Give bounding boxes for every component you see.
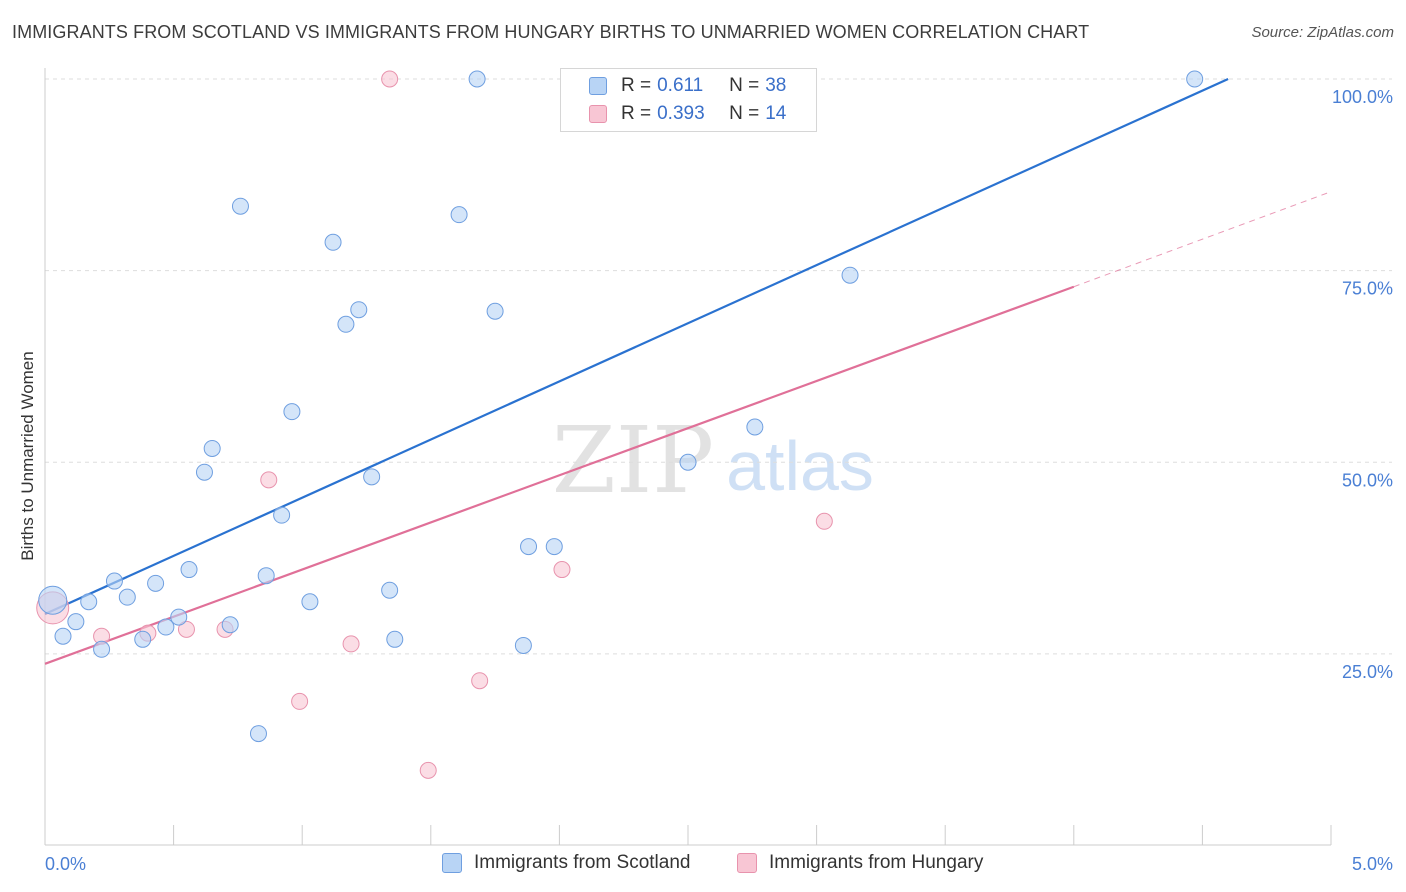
- data-point-scotland: [679, 453, 697, 471]
- series-legend-scotland: Immigrants from Scotland: [442, 852, 690, 874]
- series-legend: Immigrants from Scotland Immigrants from…: [0, 852, 1406, 878]
- data-point-hungary: [553, 561, 571, 579]
- data-point-scotland: [1186, 70, 1204, 88]
- trend-line-scotland: [44, 77, 1229, 616]
- tick-labels: 100.0% 75.0% 50.0% 25.0% 0.0% 5.0%: [45, 87, 1393, 874]
- data-point-scotland: [38, 585, 68, 615]
- data-point-scotland: [195, 463, 213, 481]
- gridlines: [45, 78, 1392, 655]
- y-tick-label: 25.0%: [1342, 662, 1393, 682]
- data-point-scotland: [514, 636, 532, 654]
- data-point-hungary: [815, 512, 833, 530]
- data-point-scotland: [273, 506, 291, 524]
- data-point-scotland: [54, 627, 72, 645]
- data-point-scotland: [67, 613, 85, 631]
- data-point-hungary: [342, 635, 360, 653]
- data-point-scotland: [134, 630, 152, 648]
- watermark: ZIP atlas: [552, 407, 874, 514]
- data-point-scotland: [93, 640, 111, 658]
- data-point-hungary: [419, 761, 437, 779]
- y-tick-label: 75.0%: [1342, 279, 1393, 299]
- legend-row-scotland: R = 0.611 N = 38: [561, 73, 786, 99]
- legend-r-label: R =: [621, 103, 652, 124]
- data-point-scotland: [520, 538, 538, 556]
- data-point-scotland: [301, 593, 319, 611]
- legend-r-value: 0.611: [657, 75, 704, 96]
- legend-swatch-scotland: [589, 77, 607, 95]
- source-credit: Source: ZipAtlas.com: [1251, 24, 1394, 41]
- data-point-scotland: [324, 233, 342, 251]
- data-point-hungary: [381, 70, 399, 88]
- series-label-hungary: Immigrants from Hungary: [769, 852, 984, 873]
- data-point-hungary: [291, 692, 309, 710]
- data-point-scotland: [283, 403, 301, 421]
- data-point-hungary: [471, 672, 489, 690]
- legend-n-label: N =: [729, 75, 760, 96]
- y-tick-label: 100.0%: [1332, 87, 1393, 107]
- data-point-scotland: [450, 206, 468, 224]
- data-point-scotland: [386, 630, 404, 648]
- x-tick-label: 5.0%: [1352, 854, 1393, 874]
- data-point-scotland: [841, 266, 859, 284]
- legend-n-value: 14: [765, 103, 787, 124]
- data-point-scotland: [203, 439, 221, 457]
- data-points: [36, 70, 1204, 779]
- data-point-scotland: [381, 581, 399, 599]
- trend-lines: [44, 77, 1332, 665]
- data-point-scotland: [118, 588, 136, 606]
- data-point-scotland: [746, 418, 764, 436]
- data-point-scotland: [468, 70, 486, 88]
- y-tick-label: 50.0%: [1342, 470, 1393, 490]
- data-point-scotland: [147, 574, 165, 592]
- legend-swatch-hungary: [589, 105, 607, 123]
- legend-n-label: N =: [729, 103, 760, 124]
- watermark-atlas: atlas: [726, 427, 874, 505]
- y-axis-title: Births to Unmarried Women: [18, 351, 37, 560]
- legend-r-label: R =: [621, 75, 652, 96]
- data-point-scotland: [257, 567, 275, 585]
- data-point-scotland: [80, 593, 98, 611]
- data-point-scotland: [221, 616, 239, 634]
- data-point-hungary: [260, 471, 278, 489]
- x-tick-label: 0.0%: [45, 854, 86, 874]
- axes: [44, 68, 1332, 846]
- legend-r-value: 0.393: [657, 103, 705, 124]
- data-point-scotland: [157, 618, 175, 636]
- series-swatch-scotland: [442, 853, 462, 873]
- trend-line-hungary-extension: [1073, 191, 1332, 288]
- trend-line-hungary: [44, 285, 1075, 665]
- data-point-scotland: [350, 301, 368, 319]
- legend-row-hungary: R = 0.393 N = 14: [561, 101, 786, 127]
- data-point-hungary: [177, 620, 195, 638]
- data-point-scotland: [180, 561, 198, 579]
- correlation-legend: R = 0.611 N = 38 R = 0.393 N = 14: [560, 68, 817, 132]
- data-point-scotland: [337, 315, 355, 333]
- series-legend-hungary: Immigrants from Hungary: [737, 852, 983, 874]
- data-point-scotland: [363, 468, 381, 486]
- data-point-scotland: [486, 302, 504, 320]
- data-point-scotland: [545, 538, 563, 556]
- data-point-scotland: [105, 572, 123, 590]
- data-point-scotland: [170, 608, 188, 626]
- legend-n-value: 38: [765, 75, 787, 96]
- series-swatch-hungary: [737, 853, 757, 873]
- data-point-scotland: [249, 725, 267, 743]
- chart-title: IMMIGRANTS FROM SCOTLAND VS IMMIGRANTS F…: [12, 22, 1090, 42]
- series-label-scotland: Immigrants from Scotland: [474, 852, 691, 873]
- data-point-scotland: [231, 197, 249, 215]
